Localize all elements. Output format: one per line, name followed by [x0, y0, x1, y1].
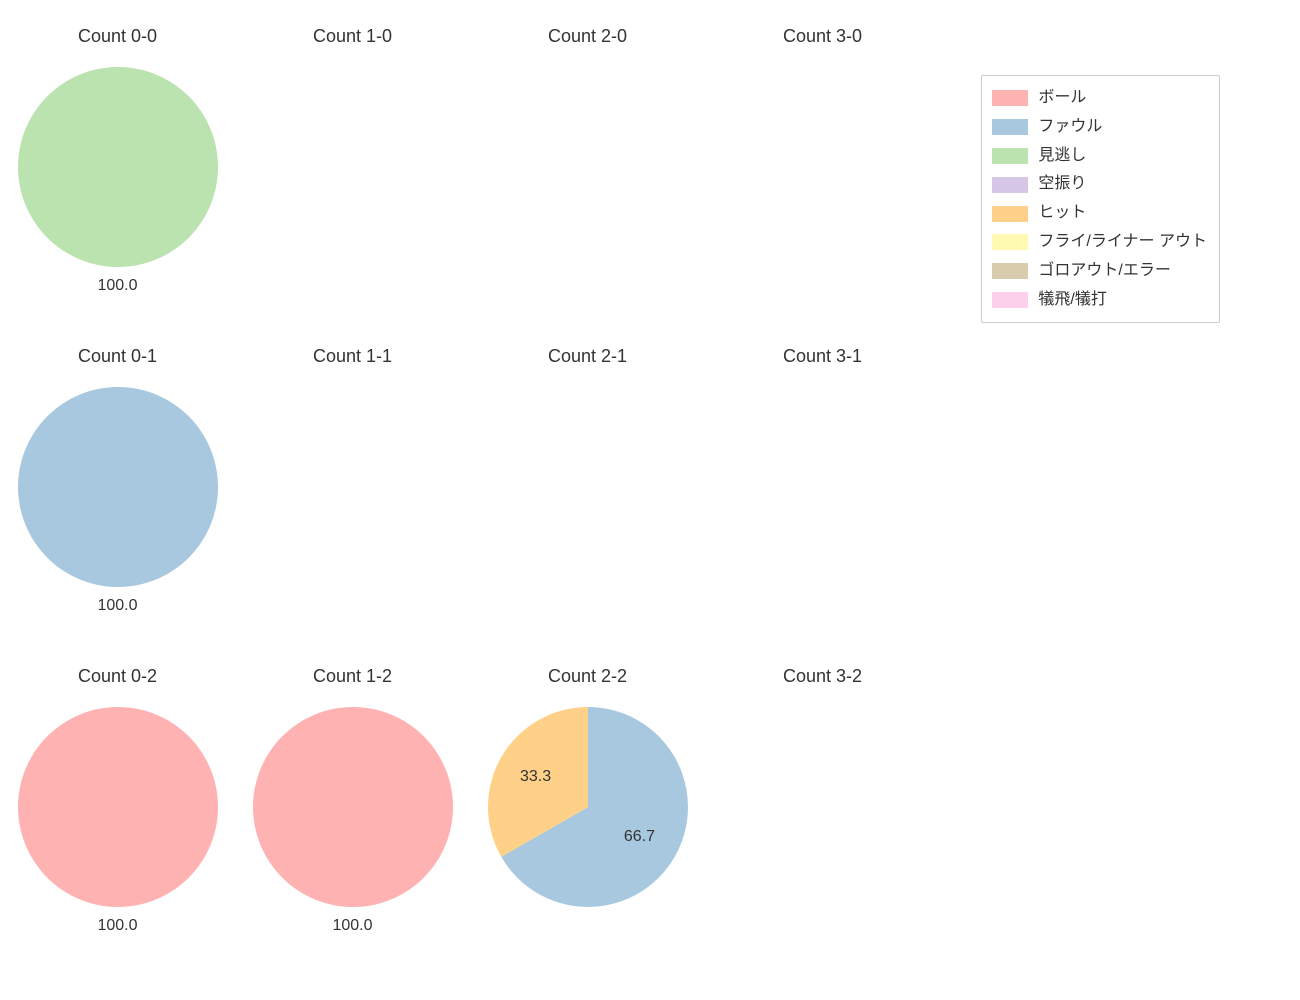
legend-swatch	[992, 90, 1028, 106]
pie-slice	[18, 707, 218, 907]
pie-slice-label: 100.0	[97, 277, 137, 295]
chart-title: Count 1-0	[313, 26, 392, 47]
legend-row: 空振り	[992, 170, 1207, 199]
pie-slice	[18, 387, 218, 587]
legend-row: ファウル	[992, 113, 1207, 142]
chart-cell: Count 3-1	[705, 340, 940, 660]
chart-title: Count 3-0	[783, 26, 862, 47]
pie-svg	[18, 707, 218, 907]
legend-label: ファウル	[1038, 113, 1102, 142]
pie-slice-label: 100.0	[332, 917, 372, 935]
legend-swatch	[992, 292, 1028, 308]
pie-svg	[18, 67, 218, 267]
legend-swatch	[992, 119, 1028, 135]
pie-slice-label: 100.0	[97, 597, 137, 615]
chart-cell: Count 0-1 100.0	[0, 340, 235, 660]
chart-title: Count 0-0	[78, 26, 157, 47]
chart-cell: Count 1-0	[235, 20, 470, 340]
chart-cell: Count 3-0	[705, 20, 940, 340]
chart-title: Count 2-2	[548, 666, 627, 687]
legend-label: 見逃し	[1038, 142, 1086, 171]
chart-title: Count 3-2	[783, 666, 862, 687]
pie-svg	[18, 387, 218, 587]
pie-chart: 100.0	[18, 387, 218, 587]
legend-label: ゴロアウト/エラー	[1038, 257, 1170, 286]
legend: ボールファウル見逃し空振りヒットフライ/ライナー アウトゴロアウト/エラー犠飛/…	[981, 75, 1220, 323]
chart-title: Count 1-2	[313, 666, 392, 687]
pie-svg	[253, 707, 453, 907]
chart-cell: Count 2-2 66.7 33.3	[470, 660, 705, 980]
pie-slice-label: 100.0	[97, 917, 137, 935]
pie-slice	[253, 707, 453, 907]
chart-title: Count 3-1	[783, 346, 862, 367]
chart-cell: Count 2-0	[470, 20, 705, 340]
pie-grid: Count 0-0 100.0 Count 1-0 Count 2-0 Count 3-…	[0, 0, 940, 980]
pie-chart: 100.0	[18, 707, 218, 907]
legend-label: 犠飛/犠打	[1038, 286, 1106, 315]
chart-title: Count 2-0	[548, 26, 627, 47]
legend-label: フライ/ライナー アウト	[1038, 228, 1207, 257]
legend-row: 見逃し	[992, 142, 1207, 171]
pie-svg	[488, 707, 688, 907]
legend-row: ヒット	[992, 199, 1207, 228]
legend-swatch	[992, 177, 1028, 193]
pie-chart: 66.7 33.3	[488, 707, 688, 907]
legend-label: 空振り	[1038, 170, 1086, 199]
chart-cell: Count 3-2	[705, 660, 940, 980]
chart-cell: Count 0-0 100.0	[0, 20, 235, 340]
chart-cell: Count 1-1	[235, 340, 470, 660]
legend-label: ヒット	[1038, 199, 1086, 228]
legend-swatch	[992, 234, 1028, 250]
legend-row: フライ/ライナー アウト	[992, 228, 1207, 257]
legend-swatch	[992, 206, 1028, 222]
pie-slice-label: 66.7	[624, 828, 655, 846]
chart-title: Count 0-1	[78, 346, 157, 367]
chart-title: Count 0-2	[78, 666, 157, 687]
pie-chart: 100.0	[18, 67, 218, 267]
pie-slice-label: 33.3	[520, 768, 551, 786]
chart-title: Count 2-1	[548, 346, 627, 367]
pie-slice	[18, 67, 218, 267]
legend-label: ボール	[1038, 84, 1086, 113]
chart-cell: Count 2-1	[470, 340, 705, 660]
legend-row: 犠飛/犠打	[992, 286, 1207, 315]
legend-row: ボール	[992, 84, 1207, 113]
legend-swatch	[992, 148, 1028, 164]
chart-title: Count 1-1	[313, 346, 392, 367]
legend-swatch	[992, 263, 1028, 279]
chart-cell: Count 1-2 100.0	[235, 660, 470, 980]
pie-chart: 100.0	[253, 707, 453, 907]
chart-cell: Count 0-2 100.0	[0, 660, 235, 980]
legend-row: ゴロアウト/エラー	[992, 257, 1207, 286]
